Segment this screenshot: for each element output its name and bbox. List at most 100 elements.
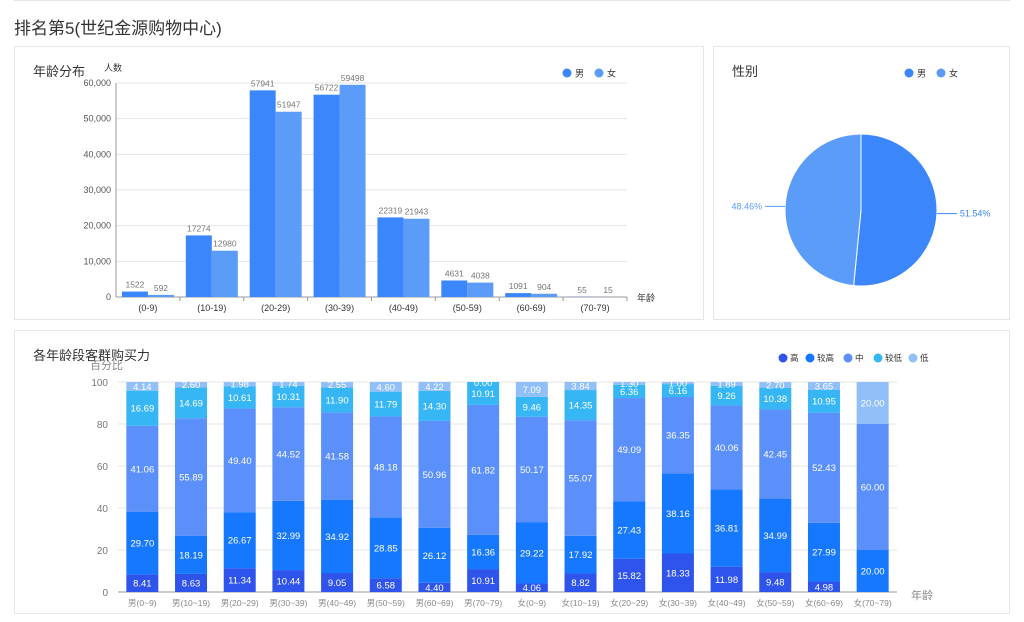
segment-value-label: 3.84 [571,382,590,393]
stack-segment [613,384,646,399]
x-tick-label: 女(60~69) [805,598,843,608]
x-tick-label: 男(30~39) [269,598,307,608]
x-axis-label: 年龄 [911,588,933,602]
segment-value-label: 10.91 [471,576,495,587]
x-tick-label: 女(20~29) [610,598,648,608]
segment-value-label: 29.22 [520,548,544,559]
stack-segment [807,522,840,582]
legend-marker [778,353,788,363]
bar [505,293,532,297]
stack-segment [710,489,743,567]
stack-segment [661,473,694,554]
bar-value-label: 56722 [315,83,339,93]
stack-segment [710,566,743,592]
stack-segment [418,390,451,421]
stack-segment [175,387,208,419]
segment-value-label: 4.06 [523,583,542,594]
y-tick-label: 0 [106,292,111,302]
stack-segment [807,389,840,413]
stack-segment [418,527,451,583]
segment-value-label: 32.99 [277,531,301,542]
stack-segment [175,535,208,574]
segment-value-label: 1.00 [669,379,688,390]
x-tick-label: 男(40~49) [318,598,356,608]
segment-value-label: 10.31 [277,392,301,403]
y-tick-label: 60,000 [83,78,111,88]
stack-segment [126,390,159,426]
stack-segment [467,382,500,405]
stack-segment [369,382,402,392]
bar-value-label: 51947 [277,100,301,110]
y-tick-label: 10,000 [83,256,111,266]
x-tick-label: (20-29) [261,303,290,313]
bar [249,90,276,297]
segment-value-label: 9.46 [523,402,542,413]
segment-value-label: 4.60 [377,382,396,393]
bar-value-label: 17274 [187,223,211,233]
segment-value-label: 41.06 [130,464,154,475]
stack-segment [564,390,597,421]
x-tick-label: 男(70~79) [464,598,502,608]
segment-value-label: 52.43 [812,463,836,474]
legend-marker [908,353,918,363]
stack-segment [613,382,646,385]
bar-value-label: 55 [577,285,587,295]
x-tick-label: 女(40~49) [708,598,746,608]
age-distribution-chart: 0 10,000 20,000 30,000 40,000 50,000 60,000 人数年… [83,62,655,313]
stack-segment [272,570,305,592]
bar [531,293,558,297]
stack-segment [369,416,402,518]
page-title: 排名第5(世纪金源购物中心) [14,19,222,38]
segment-value-label: 1.74 [279,379,298,390]
segment-value-label: 14.69 [179,398,203,409]
stack-segment [175,573,208,592]
legend-label: 女 [607,68,616,79]
segment-value-label: 8.63 [182,578,201,589]
bar [313,94,340,297]
segment-value-label: 10.91 [471,389,495,400]
stack-segment [564,382,597,391]
bar-value-label: 4631 [445,268,464,278]
stack-segment [369,578,402,592]
segment-value-label: 16.36 [471,547,495,558]
bar [339,84,366,297]
segment-value-label: 49.40 [228,456,252,467]
segment-value-label: 9.05 [328,578,347,589]
segment-value-label: 36.81 [715,524,739,535]
x-tick-label: (10-19) [197,303,226,313]
stack-segment [515,396,548,417]
segment-value-label: 10.95 [812,397,836,408]
stack-segment [515,583,548,592]
segment-value-label: 7.09 [523,385,542,396]
legend-label: 中 [855,353,864,363]
stack-segment [856,382,889,424]
x-axis-label: 年龄 [637,292,655,303]
stack-segment [661,397,694,474]
stack-segment [223,386,256,409]
x-tick-label: 女(30~39) [659,598,697,608]
stack-segment [126,511,159,575]
segment-value-label: 60.00 [861,483,885,494]
legend-marker [873,353,883,363]
segment-value-label: 4.40 [425,583,444,594]
segment-value-label: 8.82 [571,578,590,589]
stack-segment [710,385,743,406]
y-axis-label: 百分比 [90,359,123,372]
y-tick-label: 80 [97,420,109,431]
stack-segment [613,501,646,559]
stack-segment [321,412,354,500]
x-tick-label: 男(50~59) [367,598,405,608]
segment-value-label: 3.65 [815,381,834,392]
legend-label: 低 [920,353,929,363]
segment-value-label: 36.35 [666,431,690,442]
bar [121,291,148,297]
stack-segment [272,385,305,408]
segment-value-label: 9.26 [717,391,736,402]
segment-value-label: 1.30 [620,379,639,390]
stack-segment [807,412,840,523]
bar [403,218,430,297]
bar [377,217,404,297]
segment-value-label: 2.55 [328,380,347,391]
x-tick-label: (40-49) [389,303,418,313]
x-tick-label: 男(10~19) [172,598,210,608]
